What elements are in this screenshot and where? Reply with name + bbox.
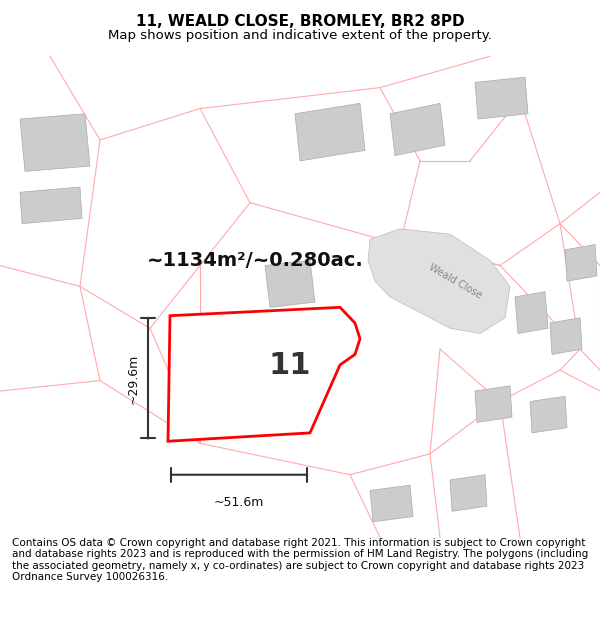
Polygon shape [370,485,413,522]
Polygon shape [530,396,567,433]
Polygon shape [240,365,285,412]
Text: ~1134m²/~0.280ac.: ~1134m²/~0.280ac. [146,251,364,270]
Polygon shape [20,187,82,224]
Text: Weald Close: Weald Close [427,262,483,301]
Polygon shape [265,260,315,308]
Text: ~29.6m: ~29.6m [127,353,140,404]
Polygon shape [168,308,360,441]
Polygon shape [295,103,365,161]
Text: 11: 11 [269,351,311,379]
Text: 11, WEALD CLOSE, BROMLEY, BR2 8PD: 11, WEALD CLOSE, BROMLEY, BR2 8PD [136,14,464,29]
Text: ~51.6m: ~51.6m [214,496,264,509]
Polygon shape [550,318,582,354]
Text: Map shows position and indicative extent of the property.: Map shows position and indicative extent… [108,29,492,42]
Polygon shape [475,386,512,423]
Text: Contains OS data © Crown copyright and database right 2021. This information is : Contains OS data © Crown copyright and d… [12,538,588,582]
Polygon shape [368,229,510,334]
Polygon shape [515,292,548,334]
Polygon shape [20,114,90,171]
Polygon shape [450,475,487,511]
Polygon shape [390,103,445,156]
Polygon shape [475,77,528,119]
Polygon shape [565,244,597,281]
